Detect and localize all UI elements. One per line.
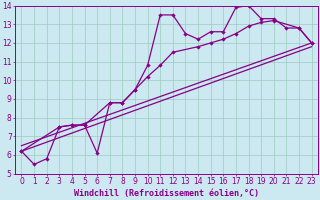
X-axis label: Windchill (Refroidissement éolien,°C): Windchill (Refroidissement éolien,°C)	[74, 189, 259, 198]
